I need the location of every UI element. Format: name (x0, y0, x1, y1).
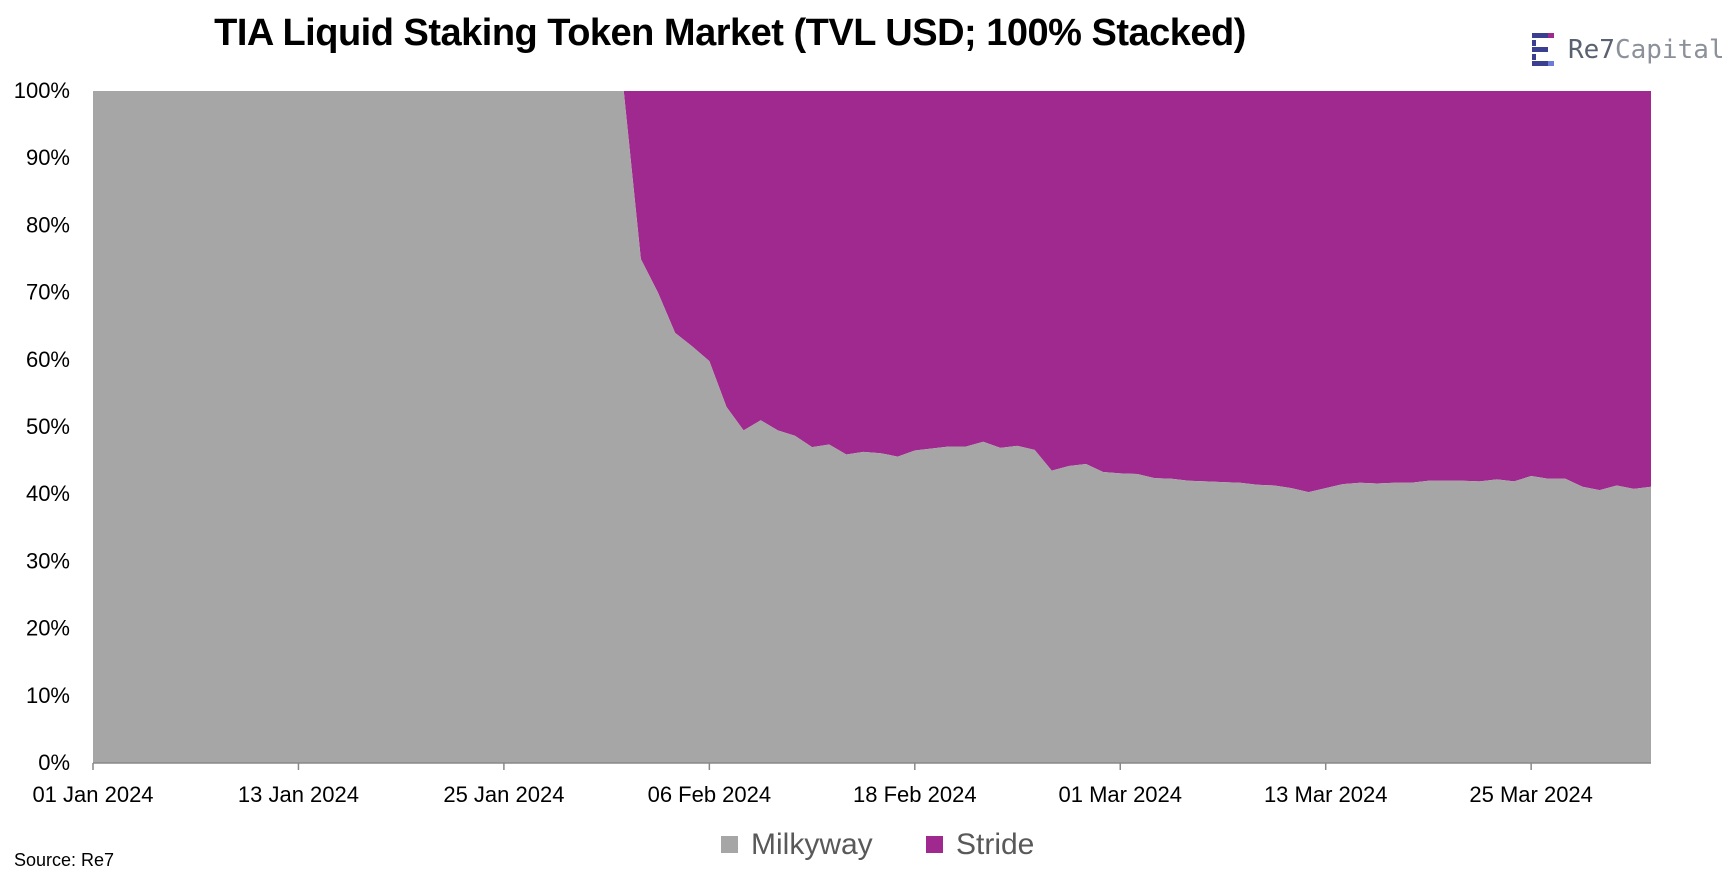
legend-swatch-milkyway (721, 836, 738, 853)
y-tick-label: 20% (26, 616, 70, 641)
source-note: Source: Re7 (14, 850, 115, 870)
y-tick-label: 80% (26, 212, 70, 237)
series-area-stride (93, 91, 1651, 493)
legend-swatch-stride (926, 836, 943, 853)
y-tick-label: 90% (26, 145, 70, 170)
y-tick-label: 40% (26, 481, 70, 506)
y-tick-label: 100% (14, 78, 70, 103)
re7-logo-icon (1532, 33, 1554, 66)
x-tick-label: 13 Jan 2024 (238, 782, 359, 807)
y-tick-label: 70% (26, 280, 70, 305)
x-tick-label: 06 Feb 2024 (648, 782, 772, 807)
y-tick-label: 10% (26, 683, 70, 708)
y-tick-label: 0% (38, 750, 70, 775)
y-tick-label: 30% (26, 548, 70, 573)
y-tick-label: 50% (26, 414, 70, 439)
chart-title: TIA Liquid Staking Token Market (TVL USD… (214, 12, 1246, 54)
brand-name: Re7Capital (1568, 35, 1725, 65)
series-area-milkyway (93, 91, 1651, 763)
legend-label-stride: Stride (956, 828, 1034, 861)
x-tick-label: 01 Mar 2024 (1058, 782, 1182, 807)
x-tick-label: 13 Mar 2024 (1264, 782, 1388, 807)
x-tick-label: 18 Feb 2024 (853, 782, 977, 807)
x-tick-label: 25 Mar 2024 (1469, 782, 1593, 807)
brand-logo: Re7Capital (1530, 30, 1725, 70)
y-tick-label: 60% (26, 347, 70, 372)
legend-label-milkyway: Milkyway (751, 828, 873, 861)
x-tick-label: 25 Jan 2024 (443, 782, 564, 807)
x-tick-label: 01 Jan 2024 (32, 782, 153, 807)
